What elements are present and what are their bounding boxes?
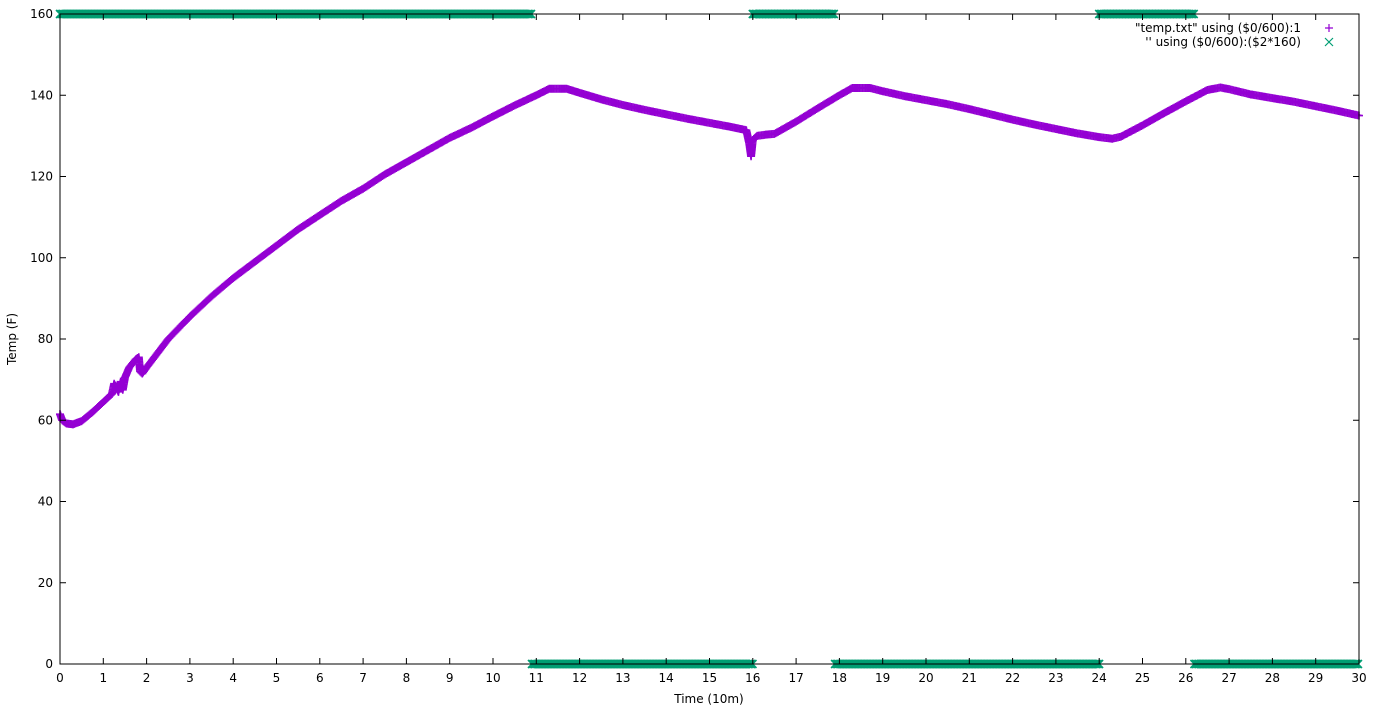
y-tick-label: 80 bbox=[38, 332, 53, 346]
x-axis: 0 1 2 3 4 5 6 7 8 9 10 11 12 13 14 15 16 17 18 19 20 21 22 23 24… bbox=[56, 14, 1367, 685]
x-tick-label: 3 bbox=[186, 671, 194, 685]
x-tick-label: 30 bbox=[1351, 671, 1366, 685]
x-tick-label: 4 bbox=[229, 671, 237, 685]
x-tick-label: 19 bbox=[875, 671, 890, 685]
y-tick-label: 160 bbox=[30, 7, 53, 21]
legend-entry-label: "temp.txt" using ($0/600):1 bbox=[1135, 21, 1301, 35]
x-tick-label: 29 bbox=[1308, 671, 1323, 685]
x-tick-label: 11 bbox=[529, 671, 544, 685]
x-tick-label: 15 bbox=[702, 671, 717, 685]
x-tick-label: 14 bbox=[659, 671, 674, 685]
x-tick-label: 0 bbox=[56, 671, 64, 685]
y-axis-label: Temp (F) bbox=[5, 313, 19, 366]
legend-marker bbox=[1324, 37, 1334, 47]
y-tick-label: 40 bbox=[38, 495, 53, 509]
y-tick-label: 0 bbox=[45, 657, 53, 671]
x-tick-label: 27 bbox=[1221, 671, 1236, 685]
x-tick-label: 7 bbox=[359, 671, 367, 685]
x-tick-label: 10 bbox=[485, 671, 500, 685]
x-tick-label: 20 bbox=[918, 671, 933, 685]
series-temperature bbox=[56, 83, 1363, 429]
x-axis-label: Time (10m) bbox=[673, 692, 744, 706]
x-tick-label: 25 bbox=[1135, 671, 1150, 685]
x-tick-label: 24 bbox=[1092, 671, 1107, 685]
legend-marker bbox=[1325, 24, 1333, 32]
y-tick-label: 120 bbox=[30, 170, 53, 184]
x-tick-label: 9 bbox=[446, 671, 454, 685]
legend: "temp.txt" using ($0/600):1'' using ($0/… bbox=[1135, 21, 1334, 49]
x-tick-label: 22 bbox=[1005, 671, 1020, 685]
x-tick-label: 28 bbox=[1265, 671, 1280, 685]
x-tick-label: 8 bbox=[403, 671, 411, 685]
x-tick-label: 2 bbox=[143, 671, 151, 685]
x-tick-label: 12 bbox=[572, 671, 587, 685]
y-tick-label: 60 bbox=[38, 413, 53, 427]
legend-entry-label: '' using ($0/600):($2*160) bbox=[1145, 35, 1301, 49]
y-tick-label: 100 bbox=[30, 251, 53, 265]
x-tick-label: 18 bbox=[832, 671, 847, 685]
x-tick-label: 1 bbox=[99, 671, 107, 685]
x-tick-label: 13 bbox=[615, 671, 630, 685]
y-tick-label: 140 bbox=[30, 88, 53, 102]
x-tick-label: 21 bbox=[962, 671, 977, 685]
x-tick-label: 17 bbox=[788, 671, 803, 685]
y-axis: 0 20 40 60 80 100 120 140 160 bbox=[30, 7, 1359, 671]
x-tick-label: 26 bbox=[1178, 671, 1193, 685]
x-tick-label: 5 bbox=[273, 671, 281, 685]
y-tick-label: 20 bbox=[38, 576, 53, 590]
x-tick-label: 16 bbox=[745, 671, 760, 685]
x-tick-label: 6 bbox=[316, 671, 324, 685]
x-tick-label: 23 bbox=[1048, 671, 1063, 685]
